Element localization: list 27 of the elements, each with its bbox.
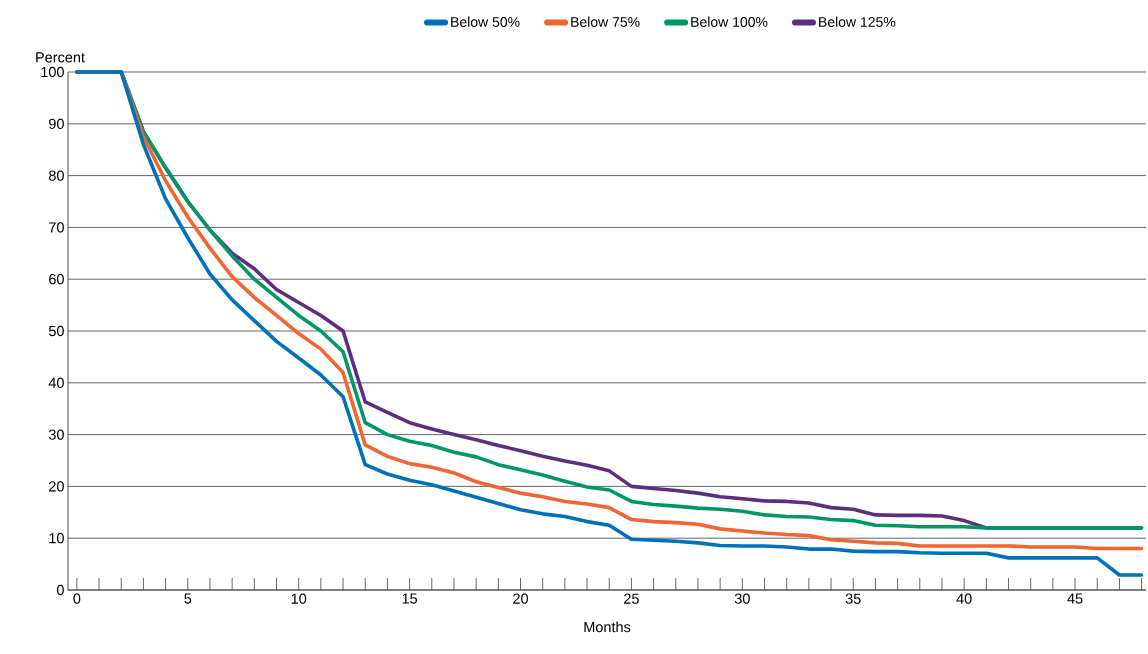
y-tick-label: 70 [49, 222, 64, 233]
y-axis-title: Percent [36, 52, 85, 63]
x-axis-title: Months [584, 621, 631, 633]
x-tick-label: 40 [956, 593, 972, 604]
y-tick-label: 40 [48, 377, 64, 388]
legend-label: Below 125% [819, 16, 896, 27]
x-tick-label: 45 [1067, 593, 1083, 604]
legend-label: Below 100% [691, 16, 768, 27]
legend-label: Below 50% [451, 16, 520, 27]
y-tick-label: 50 [48, 325, 64, 337]
y-tick-label: 10 [49, 533, 64, 544]
x-tick-label: 25 [624, 593, 639, 604]
x-tick-label: 20 [513, 593, 529, 604]
y-tick-label: 80 [48, 170, 64, 181]
x-tick-label: 30 [734, 593, 750, 604]
x-tick-label: 35 [845, 593, 861, 604]
y-tick-label: 60 [49, 274, 64, 285]
y-tick-label: 20 [49, 481, 64, 492]
legend-label: Below 75% [571, 16, 640, 27]
y-tick-label: 0 [56, 584, 64, 596]
y-tick-label: 100 [41, 66, 64, 78]
y-tick-label: 30 [48, 429, 64, 440]
x-tick-label: 0 [73, 593, 81, 604]
x-tick-label: 10 [291, 593, 307, 604]
x-tick-label: 5 [184, 593, 192, 604]
x-tick-label: 15 [402, 593, 418, 604]
y-tick-label: 90 [49, 118, 64, 129]
